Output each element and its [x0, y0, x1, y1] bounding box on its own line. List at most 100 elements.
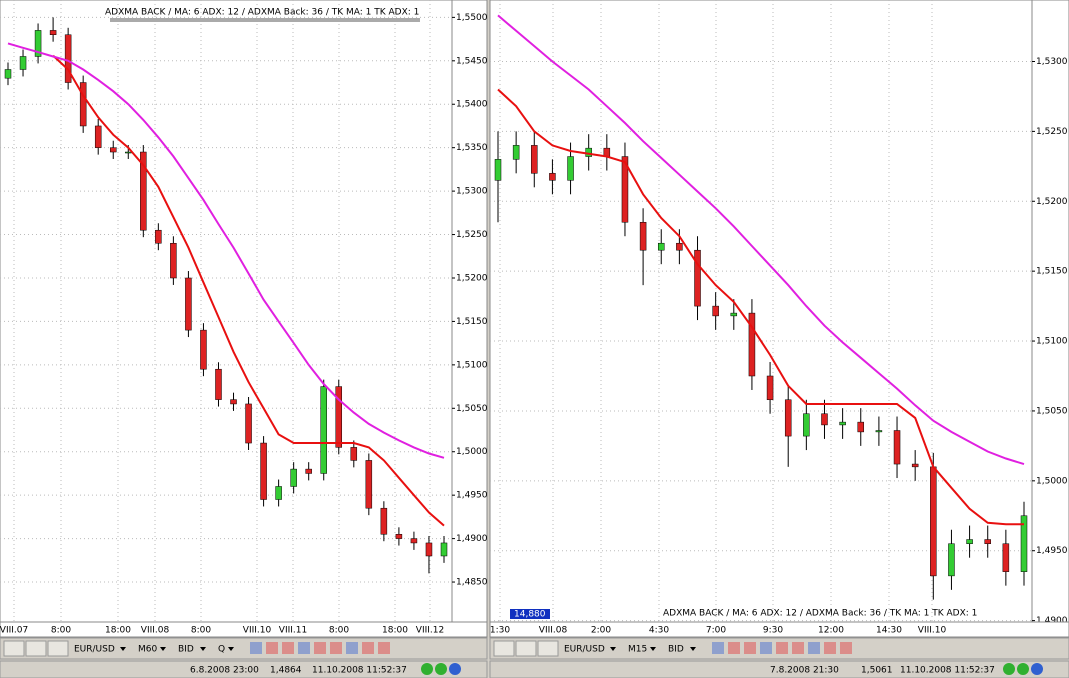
candle-body — [512, 145, 520, 160]
y-tick-label: 1,5300 — [1036, 57, 1068, 67]
toolbar-item[interactable]: EUR/USD — [564, 645, 605, 655]
y-tick-label: 1,5000 — [456, 447, 488, 457]
y-tick-label: 1,4950 — [1036, 546, 1068, 556]
dropdown-arrow — [160, 647, 166, 651]
tool-icon[interactable] — [744, 642, 756, 654]
tool-icon[interactable] — [840, 642, 852, 654]
nav-button[interactable] — [47, 640, 69, 657]
candle-body — [948, 543, 955, 577]
candle-body — [380, 507, 388, 535]
indicator-line — [497, 88, 1024, 526]
status-indicator — [1017, 663, 1029, 675]
y-tick-label: 1,5250 — [1036, 127, 1068, 137]
tool-icon[interactable] — [282, 642, 294, 654]
candle-body — [305, 468, 312, 474]
candle-body — [494, 159, 502, 181]
toolbar-item[interactable]: M15 — [628, 645, 647, 655]
tool-icon[interactable] — [776, 642, 788, 654]
x-tick-label: 4:30 — [649, 626, 669, 636]
candle-body — [34, 30, 42, 57]
candle-body — [79, 82, 87, 127]
y-tick-label: 1,5400 — [456, 100, 488, 110]
y-tick-label: 1,5300 — [456, 187, 488, 197]
candle-body — [657, 242, 665, 251]
toolbar-item[interactable]: BID — [668, 645, 684, 655]
candle-body — [911, 463, 919, 468]
x-tick-label: 18:00 — [105, 626, 131, 636]
time-axis — [489, 621, 1069, 638]
plot-area — [489, 0, 1033, 623]
toolbar-item[interactable]: BID — [178, 645, 194, 655]
chart-panel: 1,5300 1,5250 1,5200 1,5150 1,5100 1,5050 1,50… — [489, 0, 1069, 678]
nav-button[interactable] — [3, 640, 25, 657]
tool-icon[interactable] — [266, 642, 278, 654]
x-tick-label: VIII.12 — [416, 626, 444, 636]
candle-body — [585, 147, 592, 157]
candle-body — [1002, 543, 1010, 572]
candle-body — [185, 277, 192, 331]
candle-body — [549, 173, 556, 181]
tool-icon[interactable] — [346, 642, 358, 654]
x-tick-label: 14:30 — [876, 626, 902, 636]
y-tick-label: 1,5150 — [456, 317, 488, 327]
candle-body — [275, 486, 282, 500]
candle-body — [730, 312, 738, 317]
dropdown-arrow — [120, 647, 126, 651]
candle-body — [245, 403, 252, 444]
x-tick-label: VIII.08 — [141, 626, 170, 636]
x-tick-label: 1:30 — [490, 626, 510, 636]
price-axis — [451, 0, 488, 623]
nav-button[interactable] — [515, 640, 537, 657]
tool-icon[interactable] — [330, 642, 342, 654]
indicator-line — [52, 54, 445, 527]
y-tick-label: 1,5150 — [1036, 267, 1068, 277]
y-tick-label: 1,5200 — [1036, 197, 1068, 207]
candle-body — [140, 151, 147, 231]
toolbar-item[interactable]: M60 — [138, 645, 157, 655]
tool-icon[interactable] — [728, 642, 740, 654]
price-axis — [1031, 0, 1069, 623]
toolbar-item[interactable]: Q — [218, 645, 225, 655]
status-indicator — [435, 663, 447, 675]
candle-body — [1020, 515, 1028, 572]
tool-icon[interactable] — [792, 642, 804, 654]
chart-panel: 1,5500 1,5450 1,5400 1,5350 1,5300 1,5250 1,52… — [0, 0, 488, 678]
price-tag: 14,880 — [514, 610, 546, 620]
candle-body — [531, 145, 538, 174]
candle-body — [766, 375, 774, 401]
status-text: 11.10.2008 11:52:37 — [312, 666, 407, 676]
tool-icon[interactable] — [378, 642, 390, 654]
nav-button[interactable] — [25, 640, 47, 657]
candle-body — [930, 466, 937, 577]
x-tick-label: 8:00 — [329, 626, 349, 636]
tool-icon[interactable] — [298, 642, 310, 654]
candle-body — [712, 305, 719, 317]
candle-body — [875, 430, 883, 433]
indicator-line — [7, 42, 445, 459]
nav-button[interactable] — [537, 640, 559, 657]
tool-icon[interactable] — [760, 642, 772, 654]
tool-icon[interactable] — [250, 642, 262, 654]
x-tick-label: VIII.07 — [0, 626, 28, 636]
annotation: ADXMA BACK / MA: 6 ADX: 12 / ADXMA Back:… — [105, 8, 419, 18]
tool-icon[interactable] — [824, 642, 836, 654]
annotation-bar — [110, 18, 420, 22]
y-tick-label: 1,5500 — [456, 13, 488, 23]
y-tick-label: 1,5050 — [456, 404, 488, 414]
tool-icon[interactable] — [808, 642, 820, 654]
candle-body — [567, 156, 574, 181]
tool-icon[interactable] — [314, 642, 326, 654]
candle-body — [94, 125, 102, 148]
dropdown-arrow — [200, 647, 206, 651]
status-indicator — [421, 663, 433, 675]
x-tick-label: 9:30 — [763, 626, 783, 636]
tool-icon[interactable] — [362, 642, 374, 654]
y-tick-label: 1,5350 — [456, 143, 488, 153]
candle-body — [155, 229, 162, 244]
candle-body — [170, 242, 177, 279]
tool-icon[interactable] — [712, 642, 724, 654]
nav-button[interactable] — [493, 640, 515, 657]
toolbar-item[interactable]: EUR/USD — [74, 645, 115, 655]
time-axis — [0, 621, 488, 638]
